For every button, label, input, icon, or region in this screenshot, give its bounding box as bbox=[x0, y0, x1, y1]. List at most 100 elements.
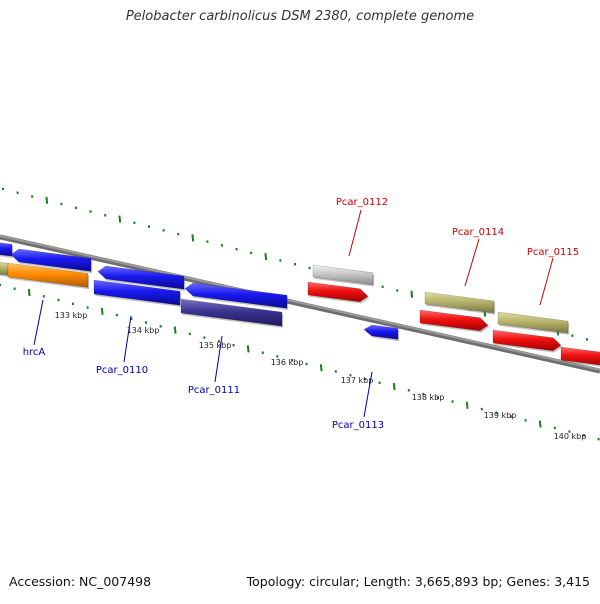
minor-tick bbox=[159, 325, 162, 328]
kbp-tick-label: 133 kbp bbox=[55, 311, 88, 320]
major-tick bbox=[45, 196, 49, 204]
minor-tick bbox=[261, 351, 264, 354]
minor-tick bbox=[60, 202, 63, 206]
minor-tick bbox=[349, 373, 352, 377]
minor-tick bbox=[220, 244, 224, 247]
minor-tick bbox=[104, 214, 107, 217]
gene-label: Pcar_0115 bbox=[527, 247, 579, 258]
gene-feature bbox=[0, 242, 14, 259]
major-tick bbox=[246, 345, 250, 353]
minor-tick bbox=[509, 415, 513, 418]
minor-tick bbox=[279, 259, 282, 262]
major-tick bbox=[465, 401, 469, 409]
kbp-tick-label: 134 kbp bbox=[127, 326, 160, 335]
minor-tick bbox=[89, 210, 92, 213]
gene-label: Pcar_0111 bbox=[188, 385, 240, 396]
minor-tick bbox=[0, 283, 2, 287]
major-tick bbox=[118, 215, 122, 223]
minor-tick bbox=[276, 355, 279, 358]
major-tick bbox=[100, 307, 104, 315]
minor-tick bbox=[1, 187, 5, 191]
minor-tick bbox=[188, 332, 191, 336]
minor-tick bbox=[293, 262, 297, 266]
gene-feature-Pcar_0115 bbox=[497, 311, 570, 335]
kbp-tick-label: 137 kbp bbox=[341, 376, 374, 385]
minor-tick bbox=[71, 302, 75, 306]
gene-feature bbox=[560, 346, 600, 367]
callout-line bbox=[214, 335, 223, 383]
minor-tick bbox=[235, 247, 238, 251]
minor-tick bbox=[585, 338, 589, 341]
gene-feature bbox=[10, 248, 93, 274]
gene-feature-Pcar_0112 bbox=[312, 264, 375, 287]
minor-tick bbox=[42, 294, 45, 298]
gene-feature-Pcar_0110 bbox=[93, 279, 182, 307]
gene-label: Pcar_0110 bbox=[96, 365, 148, 376]
minor-tick bbox=[115, 313, 118, 317]
minor-tick bbox=[86, 306, 89, 309]
backbone-shadow bbox=[0, 234, 600, 374]
minor-tick bbox=[436, 396, 440, 400]
minor-tick bbox=[524, 419, 527, 422]
minor-tick bbox=[407, 388, 410, 392]
minor-tick bbox=[250, 251, 253, 255]
backbone-line bbox=[0, 234, 600, 371]
minor-tick bbox=[31, 195, 34, 198]
minor-tick bbox=[217, 340, 221, 343]
gene-label: hrcA bbox=[23, 347, 46, 358]
minor-tick bbox=[571, 334, 574, 337]
minor-tick bbox=[232, 343, 235, 347]
minor-tick bbox=[147, 225, 151, 228]
minor-tick bbox=[597, 437, 600, 441]
minor-tick bbox=[451, 400, 454, 403]
callout-line bbox=[348, 209, 362, 257]
callout-line bbox=[123, 315, 132, 363]
major-tick bbox=[173, 326, 177, 334]
major-tick bbox=[392, 382, 396, 391]
genome-backbone bbox=[0, 234, 600, 374]
minor-tick bbox=[203, 336, 206, 339]
gene-feature-Pcar_0111 bbox=[180, 298, 284, 328]
minor-tick bbox=[363, 377, 367, 381]
kbp-tick-label: 140 kbp bbox=[554, 432, 587, 441]
gene-label: Pcar_0113 bbox=[332, 420, 384, 431]
minor-tick bbox=[582, 434, 586, 437]
minor-tick bbox=[553, 426, 556, 430]
minor-tick bbox=[308, 266, 311, 270]
gene-features bbox=[0, 242, 600, 367]
major-tick bbox=[410, 290, 414, 298]
callout-line bbox=[464, 238, 480, 287]
minor-tick bbox=[133, 221, 136, 225]
gene-feature bbox=[307, 281, 370, 304]
gene-feature-Pcar_0114 bbox=[424, 291, 496, 315]
kbp-tick-label: 136 kbp bbox=[271, 358, 304, 367]
genome-summary-text: Topology: circular; Length: 3,665,893 bp… bbox=[246, 574, 590, 589]
minor-tick bbox=[378, 381, 381, 385]
minor-tick bbox=[74, 206, 78, 210]
minor-tick bbox=[422, 392, 425, 396]
minor-tick bbox=[305, 362, 308, 366]
minor-tick bbox=[290, 358, 294, 362]
minor-tick bbox=[177, 232, 180, 236]
minor-tick bbox=[206, 240, 209, 243]
gene-feature bbox=[492, 329, 563, 353]
minor-tick bbox=[480, 407, 483, 411]
gene-label: Pcar_0114 bbox=[452, 227, 504, 238]
gene-feature-Pcar_0113 bbox=[363, 324, 400, 342]
minor-tick bbox=[396, 289, 399, 292]
map-title: Pelobacter carbinolicus DSM 2380, comple… bbox=[125, 9, 475, 24]
gene-callouts: hrcA Pcar_0110 Pcar_0111 Pcar_0112 Pcar_0113… bbox=[23, 197, 579, 431]
minor-tick bbox=[568, 430, 571, 433]
major-tick bbox=[264, 253, 268, 261]
gene-feature-hrcA bbox=[7, 262, 90, 290]
kbp-tick-label: 135 kbp bbox=[199, 341, 232, 350]
minor-tick bbox=[162, 229, 165, 232]
gene-feature bbox=[97, 265, 186, 291]
major-tick bbox=[538, 420, 542, 428]
major-tick bbox=[191, 234, 195, 242]
callout-line bbox=[363, 371, 373, 418]
kbp-tick-label: 139 kbp bbox=[484, 411, 517, 420]
minor-tick bbox=[16, 191, 19, 195]
